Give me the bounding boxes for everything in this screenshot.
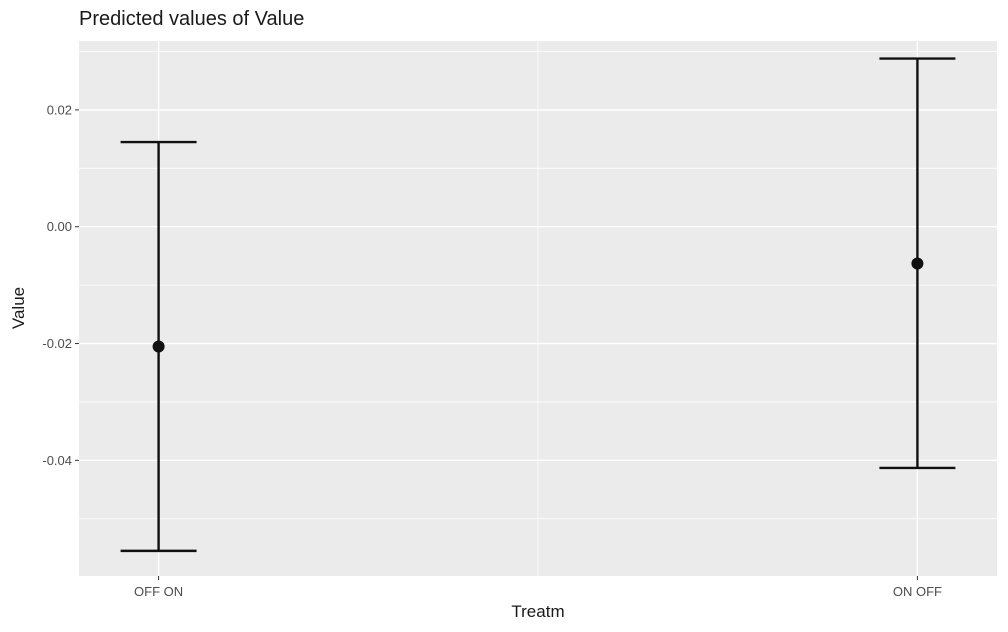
error-bars (120, 57, 956, 553)
y-tick-label: 0.02 (47, 102, 72, 117)
error-bar-group (879, 57, 956, 470)
x-tick-label: ON OFF (893, 584, 942, 599)
x-tick-label: OFF ON (134, 584, 183, 599)
y-tick-label: 0.00 (47, 219, 72, 234)
error-bar-group (120, 140, 197, 553)
x-axis-title: Treatm (511, 602, 564, 621)
estimate-point (911, 257, 924, 270)
y-axis-title: Value (9, 287, 28, 329)
y-tick-label: -0.04 (42, 453, 72, 468)
chart-title: Predicted values of Value (79, 8, 304, 30)
y-axis-ticks: -0.04 -0.02 0.00 0.02 (42, 102, 79, 468)
estimate-point (152, 340, 165, 353)
y-tick-label: -0.02 (42, 336, 72, 351)
x-axis-ticks: OFF ON ON OFF (134, 576, 942, 599)
